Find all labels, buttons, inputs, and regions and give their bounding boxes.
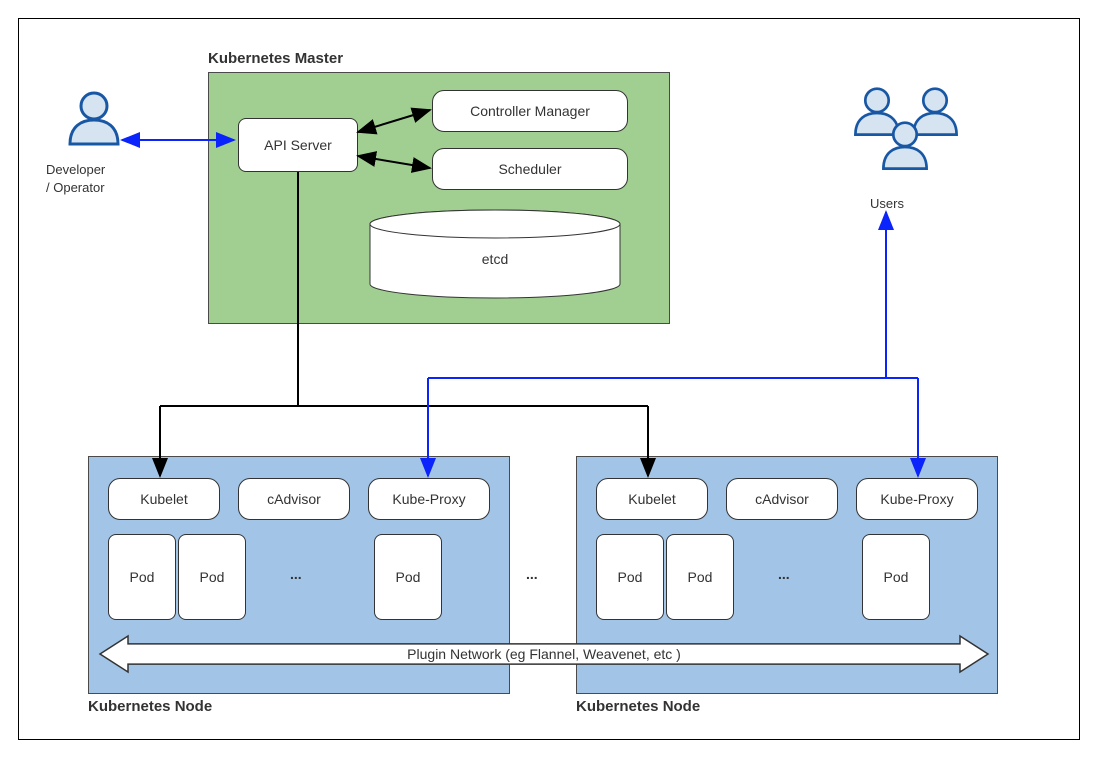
between-nodes-ellipsis: ... xyxy=(526,566,538,582)
cadvisor-left-box: cAdvisor xyxy=(238,478,350,520)
api-server-box: API Server xyxy=(238,118,358,172)
kubelet-left-box-label: Kubelet xyxy=(140,491,187,507)
api-server-label: API Server xyxy=(264,137,332,153)
cadvisor-right-box: cAdvisor xyxy=(726,478,838,520)
kube-proxy-right-box: Kube-Proxy xyxy=(856,478,978,520)
kubelet-left-box: Kubelet xyxy=(108,478,220,520)
pod-right-2-box: Pod xyxy=(862,534,930,620)
pod-right-1-box: Pod xyxy=(666,534,734,620)
diagram-canvas: Kubernetes Master API Server Controller … xyxy=(0,0,1096,775)
kube-proxy-left-box-label: Kube-Proxy xyxy=(392,491,465,507)
pod-left-1-box-label: Pod xyxy=(200,569,225,585)
master-title: Kubernetes Master xyxy=(208,50,343,67)
pod-right-0-box-label: Pod xyxy=(618,569,643,585)
kubelet-right-box: Kubelet xyxy=(596,478,708,520)
scheduler-box: Scheduler xyxy=(432,148,628,190)
operator-label: / Operator xyxy=(46,180,105,195)
pod-ellipsis-right: ... xyxy=(778,566,790,582)
controller-manager-box: Controller Manager xyxy=(432,90,628,132)
pod-left-1-box: Pod xyxy=(178,534,246,620)
users-label: Users xyxy=(870,196,904,211)
developer-label: Developer xyxy=(46,162,105,177)
pod-left-0-box-label: Pod xyxy=(130,569,155,585)
pod-left-0-box: Pod xyxy=(108,534,176,620)
pod-right-2-box-label: Pod xyxy=(884,569,909,585)
node-left-title: Kubernetes Node xyxy=(88,698,212,715)
pod-ellipsis-left: ... xyxy=(290,566,302,582)
cadvisor-left-box-label: cAdvisor xyxy=(267,491,321,507)
kube-proxy-left-box: Kube-Proxy xyxy=(368,478,490,520)
scheduler-label: Scheduler xyxy=(498,161,561,177)
pod-left-2-box: Pod xyxy=(374,534,442,620)
kube-proxy-right-box-label: Kube-Proxy xyxy=(880,491,953,507)
pod-right-0-box: Pod xyxy=(596,534,664,620)
node-right-title: Kubernetes Node xyxy=(576,698,700,715)
cadvisor-right-box-label: cAdvisor xyxy=(755,491,809,507)
pod-right-1-box-label: Pod xyxy=(688,569,713,585)
kubelet-right-box-label: Kubelet xyxy=(628,491,675,507)
controller-manager-label: Controller Manager xyxy=(470,103,590,119)
pod-left-2-box-label: Pod xyxy=(396,569,421,585)
